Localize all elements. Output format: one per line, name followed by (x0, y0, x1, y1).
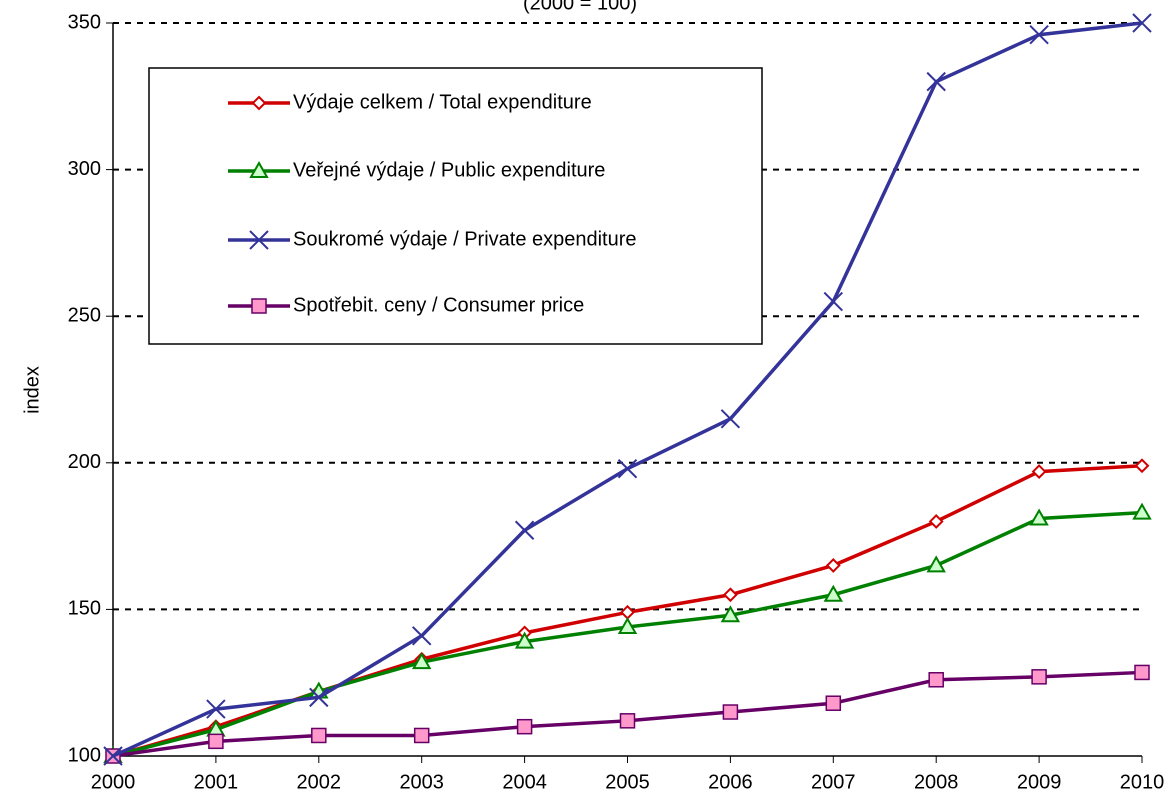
marker (720, 605, 741, 623)
marker (514, 520, 535, 540)
y-tick-label: 100 (68, 744, 101, 766)
x-tick-label: 2006 (708, 771, 753, 793)
x-tick-label: 2003 (399, 771, 444, 793)
y-tick-label: 350 (68, 11, 101, 33)
marker (249, 160, 269, 178)
marker (722, 704, 739, 720)
marker (1134, 458, 1150, 474)
marker (251, 95, 267, 111)
marker (926, 555, 946, 573)
chart-subtitle: (2000 = 100) (523, 0, 637, 14)
marker (251, 298, 267, 314)
x-tick-label: 2007 (811, 771, 856, 793)
marker (823, 584, 844, 602)
x-tick-label: 2002 (297, 771, 342, 793)
marker (413, 727, 430, 744)
legend-label: Soukromé výdaje / Private expenditure (293, 228, 637, 250)
marker (620, 604, 635, 620)
marker (1132, 13, 1152, 33)
marker (103, 746, 123, 766)
x-tick-label: 2010 (1120, 771, 1165, 793)
marker (1134, 664, 1150, 681)
marker (514, 631, 535, 649)
marker (208, 733, 224, 750)
x-tick-label: 2005 (605, 771, 650, 793)
marker (928, 514, 944, 529)
marker (1031, 464, 1047, 480)
marker (311, 727, 327, 744)
x-tick-label: 2000 (91, 771, 136, 793)
marker (825, 558, 841, 573)
y-tick-label: 250 (68, 304, 101, 326)
marker (928, 672, 944, 688)
marker (617, 458, 638, 479)
legend-label: Výdaje celkem / Total expenditure (293, 91, 592, 113)
marker (823, 291, 844, 312)
marker (516, 718, 533, 735)
marker (1029, 508, 1049, 526)
marker (411, 626, 432, 646)
marker (1132, 502, 1152, 520)
legend (148, 67, 763, 345)
x-tick-label: 2001 (194, 771, 239, 793)
x-tick-label: 2008 (914, 771, 959, 793)
marker (1031, 669, 1047, 685)
marker (249, 230, 269, 250)
x-tick-label: 2004 (502, 771, 547, 793)
marker (411, 652, 432, 670)
legend-label: Spotřebit. ceny / Consumer price (293, 294, 584, 316)
y-tick-label: 300 (68, 158, 101, 180)
marker (722, 587, 738, 603)
marker (926, 71, 946, 92)
marker (617, 616, 638, 634)
marker (619, 713, 636, 729)
marker (720, 409, 741, 429)
marker (206, 699, 226, 719)
marker (309, 687, 329, 708)
y-axis-label: index (21, 366, 43, 414)
y-tick-label: 200 (68, 451, 101, 473)
marker (825, 695, 842, 711)
y-tick-label: 150 (68, 598, 101, 620)
marker (1029, 25, 1049, 45)
x-tick-label: 2009 (1017, 771, 1062, 793)
legend-label: Veřejné výdaje / Public expenditure (293, 159, 605, 181)
